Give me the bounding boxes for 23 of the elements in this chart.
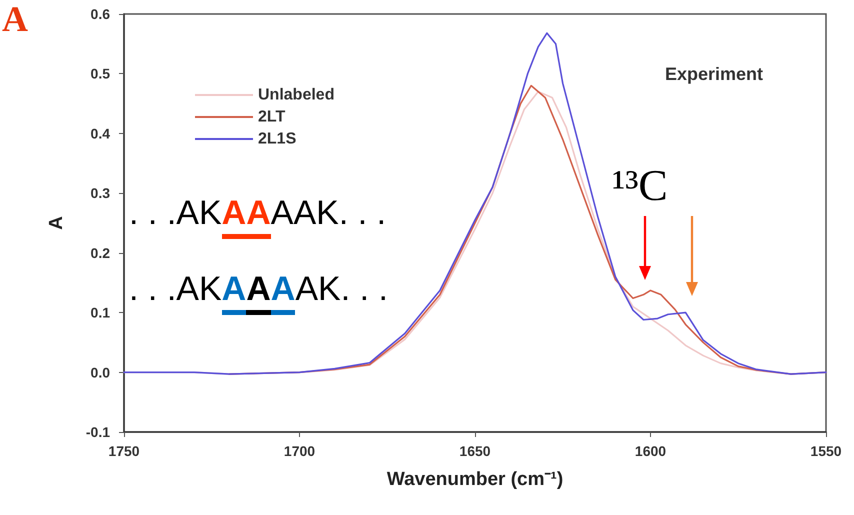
y-tick-label: 0.3 <box>90 185 110 202</box>
text: . . .AKAAAAK. . . <box>129 270 388 308</box>
x-tick-label: 1750 <box>108 443 140 459</box>
y-tick-label: 0.6 <box>90 6 110 22</box>
annotation: ¹³C <box>612 160 668 211</box>
legend-label: 2LT <box>258 108 286 126</box>
legend-label: 2L1S <box>258 130 297 148</box>
text: . . .AKAAAAK. . . <box>129 194 386 232</box>
x-tick-label: 1600 <box>634 443 666 459</box>
y-tick-label: -0.1 <box>86 424 110 440</box>
x-tick-label: 1550 <box>810 443 842 459</box>
y-tick-label: 0.1 <box>90 304 110 321</box>
x-tick-label: 1650 <box>459 443 491 459</box>
y-axis-title: A <box>46 216 67 230</box>
y-tick-label: 0.5 <box>90 66 110 82</box>
x-axis-title: Wavenumber (cm⁻¹) <box>386 469 564 490</box>
text: A <box>2 0 28 40</box>
y-tick-label: 0.4 <box>90 125 110 142</box>
y-tick-label: 0.0 <box>90 364 110 380</box>
legend-label: Unlabeled <box>258 86 334 104</box>
x-tick-label: 1700 <box>284 443 316 459</box>
annotation: Experiment <box>665 64 764 85</box>
y-tick-label: 0.2 <box>90 244 110 261</box>
